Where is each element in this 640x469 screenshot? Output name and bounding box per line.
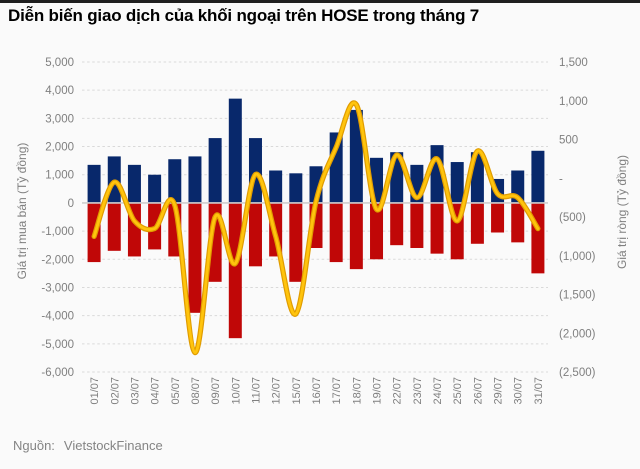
chart-title: Diễn biến giao dịch của khối ngoại trên …: [8, 6, 480, 25]
left-tick-label: 1,000: [45, 170, 74, 182]
bar-sell: [289, 202, 303, 282]
x-tick-label: 12/07: [271, 377, 283, 405]
x-tick-label: 18/07: [351, 377, 363, 405]
x-tick-label: 10/07: [230, 377, 242, 405]
bar-buy: [208, 138, 222, 203]
bar-sell: [107, 202, 121, 251]
right-tick-label: 1,500: [559, 57, 588, 69]
right-tick-label: 500: [559, 135, 578, 147]
left-tick-label: -5,000: [41, 339, 74, 351]
x-tick-label: 08/07: [190, 377, 202, 405]
bar-buy: [531, 150, 545, 203]
left-tick-label: -2,000: [41, 254, 74, 266]
bar-sell: [349, 202, 363, 270]
x-tick-label: 23/07: [412, 377, 424, 405]
bar-sell: [329, 202, 343, 263]
bar-buy: [289, 173, 303, 203]
bar-buy: [148, 174, 162, 203]
left-tick-label: 4,000: [45, 85, 74, 97]
left-tick-label: 3,000: [45, 113, 74, 125]
bar-sell: [390, 202, 404, 246]
bar-buy: [168, 159, 182, 203]
bar-sell: [430, 202, 444, 254]
source-caption: Nguồn: VietstockFinance: [13, 438, 163, 453]
x-axis-labels: 01/07 02/07 03/07 04/07 05/07 08/07 09/07 10/07…: [89, 377, 545, 405]
right-tick-label: -: [559, 173, 563, 185]
right-tick-label: (1,000): [559, 251, 596, 263]
right-tick-label: (1,500): [559, 290, 596, 302]
top-border: [0, 0, 640, 3]
left-tick-label: -3,000: [41, 282, 74, 294]
bar-buy: [269, 170, 283, 203]
x-tick-label: 09/07: [210, 377, 222, 405]
x-tick-label: 29/07: [493, 377, 505, 405]
x-tick-label: 19/07: [372, 377, 384, 405]
x-tick-label: 24/07: [432, 377, 444, 405]
x-tick-label: 04/07: [150, 377, 162, 405]
net-line: [91, 100, 541, 356]
left-tick-label: 5,000: [45, 57, 74, 69]
bar-sell: [248, 202, 262, 267]
x-tick-label: 16/07: [311, 377, 323, 405]
right-axis-title: Giá trị ròng (Tỷ đồng): [615, 155, 629, 269]
bar-buy: [87, 164, 101, 203]
bar-sell: [531, 202, 545, 274]
left-tick-label: -1,000: [41, 226, 74, 238]
x-tick-label: 22/07: [392, 377, 404, 405]
left-tick-label: -4,000: [41, 311, 74, 323]
bar-sell: [470, 202, 484, 244]
sell-bars: [87, 202, 545, 339]
x-tick-label: 15/07: [291, 377, 303, 405]
left-tick-label: 2,000: [45, 142, 74, 154]
right-tick-label: (2,500): [559, 367, 596, 379]
bar-sell: [188, 202, 202, 313]
left-tick-label: -6,000: [41, 367, 74, 379]
bar-buy: [450, 162, 464, 203]
bar-sell: [228, 202, 242, 339]
bar-sell: [491, 202, 505, 233]
bar-sell: [511, 202, 525, 243]
x-tick-label: 11/07: [250, 377, 262, 404]
left-tick-label: 0: [68, 198, 74, 210]
net-line-core: [92, 101, 540, 355]
x-tick-label: 25/07: [452, 377, 464, 405]
right-axis-ticks: 1,500 1,000 500 - (500) (1,000) (1,500) (2,000)…: [559, 57, 596, 379]
bar-buy: [349, 109, 363, 203]
x-tick-label: 30/07: [513, 377, 525, 405]
x-tick-label: 31/07: [533, 377, 545, 405]
source-value: VietstockFinance: [63, 438, 163, 453]
x-tick-label: 01/07: [89, 377, 101, 405]
left-axis-title: Giá trị mua bán (Tỷ đồng): [15, 143, 29, 280]
bar-sell: [410, 202, 424, 248]
left-axis-ticks: 5,000 4,000 3,000 2,000 1,000 0 -1,000 -2,000 -3…: [41, 57, 74, 379]
bar-buy: [188, 156, 202, 203]
bar-buy: [228, 98, 242, 203]
right-tick-label: (2,000): [559, 328, 596, 340]
source-label: Nguồn:: [13, 438, 55, 453]
x-tick-label: 02/07: [109, 377, 121, 405]
x-tick-label: 05/07: [170, 377, 182, 405]
x-tick-label: 26/07: [472, 377, 484, 405]
x-tick-label: 03/07: [129, 377, 141, 405]
bar-sell: [370, 202, 384, 260]
right-tick-label: (500): [559, 212, 586, 224]
right-tick-label: 1,000: [559, 96, 588, 108]
bar-buy: [127, 164, 141, 203]
x-tick-label: 17/07: [331, 377, 343, 405]
